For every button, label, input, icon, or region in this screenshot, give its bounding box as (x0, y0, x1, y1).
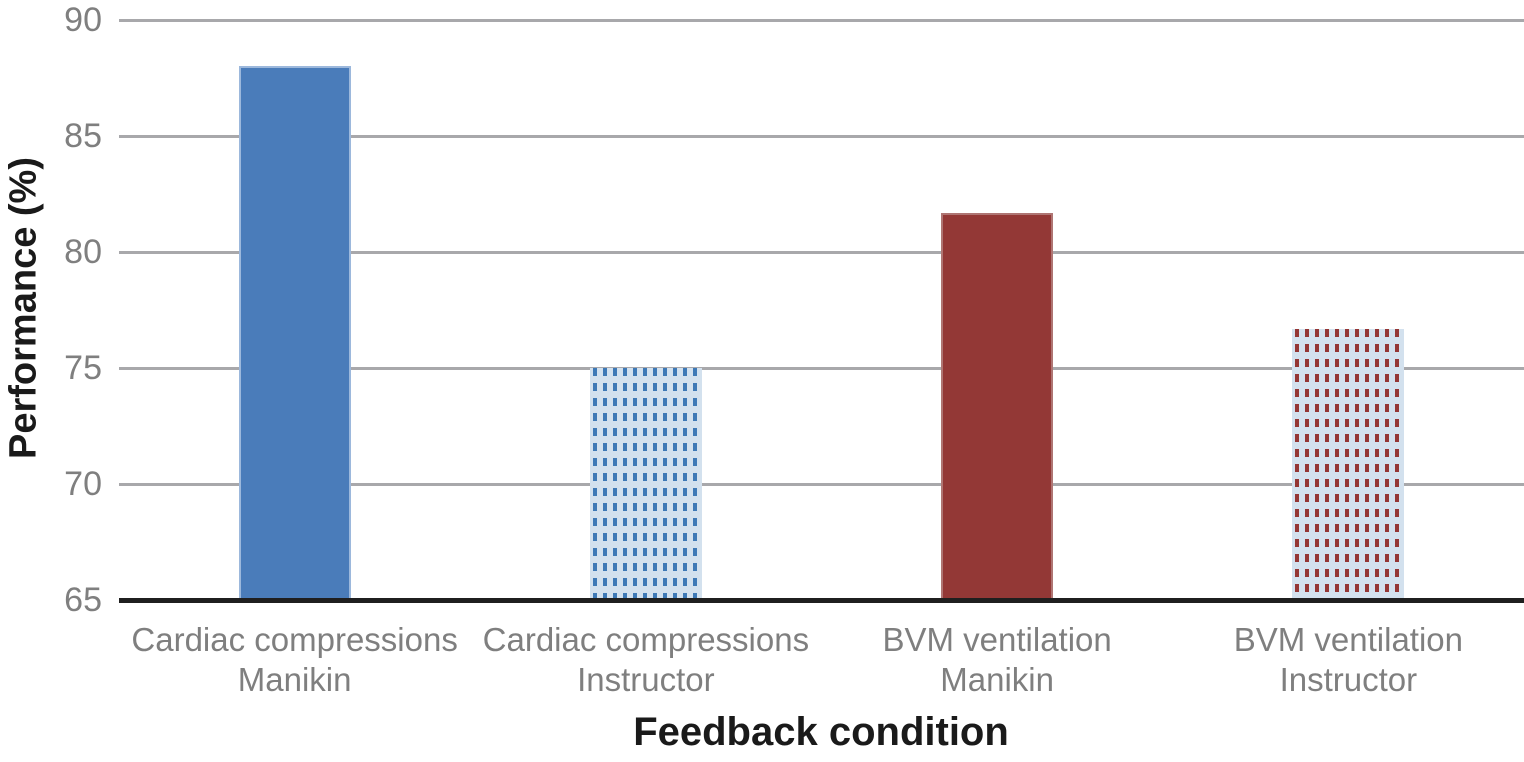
bar-cardiac-compressions-manikin (238, 66, 351, 600)
bar-bvm-ventilation-manikin (941, 212, 1054, 600)
x-category-label-bvm-ventilation-instructor: BVM ventilation Instructor (1233, 621, 1464, 698)
y-tick-label-65: 65 (64, 581, 102, 619)
gridline-80 (119, 251, 1524, 254)
y-tick-label-75: 75 (64, 349, 102, 387)
gridline-85 (119, 135, 1524, 138)
y-tick-label-70: 70 (64, 465, 102, 503)
x-category-label-cardiac-compressions-instructor: Cardiac compressions Instructor (482, 621, 810, 698)
gridline-90 (119, 19, 1524, 22)
y-tick-label-85: 85 (64, 117, 102, 155)
x-category-label-cardiac-compressions-manikin: Cardiac compressions Manikin (131, 621, 458, 698)
gridline-70 (119, 483, 1524, 486)
gridline-75 (119, 367, 1524, 370)
x-category-label-bvm-ventilation-manikin: BVM ventilation Manikin (882, 621, 1112, 698)
y-axis-title: Performance (%) (2, 157, 45, 459)
bar-bvm-ventilation-instructor (1292, 328, 1405, 600)
y-tick-label-90: 90 (64, 1, 102, 39)
bar-cardiac-compressions-instructor (589, 368, 702, 600)
x-axis-title: Feedback condition (633, 710, 1009, 754)
x-axis-line (119, 598, 1524, 603)
y-tick-label-80: 80 (64, 233, 102, 271)
